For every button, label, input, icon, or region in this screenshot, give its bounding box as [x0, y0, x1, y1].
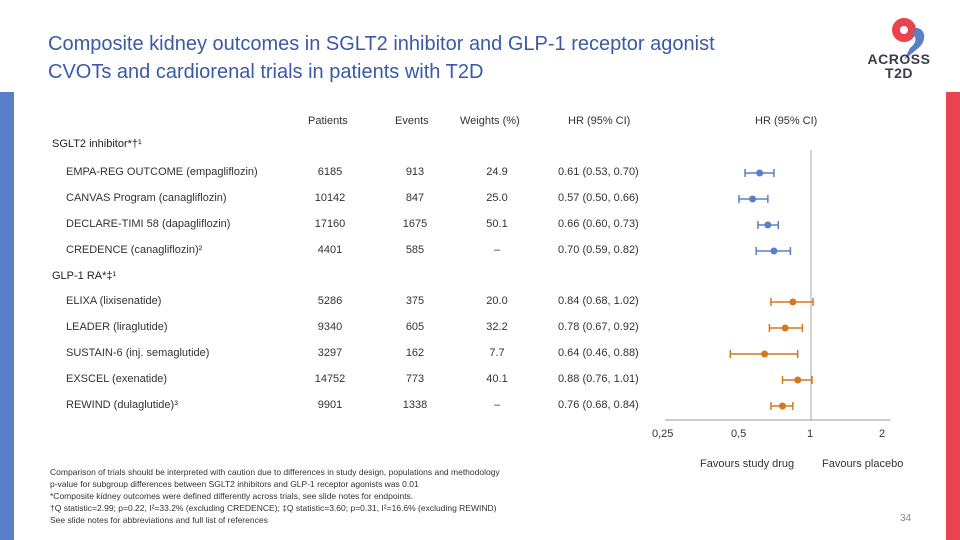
trial-weight: 7.7 — [489, 347, 505, 359]
trial-weight: 40.1 — [486, 373, 508, 385]
trial-hr-ci: 0.66 (0.60, 0.73) — [558, 218, 639, 230]
trial-name: SUSTAIN-6 (inj. semaglutide) — [66, 347, 210, 359]
footnote-line: Comparison of trials should be interpret… — [50, 467, 500, 477]
title-line-1: Composite kidney outcomes in SGLT2 inhib… — [48, 33, 715, 55]
trial-weight: 50.1 — [486, 218, 508, 230]
header-hr-ci: HR (95% CI) — [568, 115, 631, 127]
trial-patients: 9901 — [317, 399, 343, 411]
trial-weight: – — [493, 244, 501, 256]
hr-point — [794, 376, 802, 384]
trial-events: 162 — [405, 347, 425, 359]
trial-events: 773 — [405, 373, 425, 385]
trial-weight: – — [493, 399, 501, 411]
trial-events: 913 — [405, 166, 425, 178]
left-accent-bar — [0, 92, 14, 540]
x-tick-label: 0,5 — [731, 428, 747, 440]
header-patients: Patients — [308, 115, 348, 127]
footnote-line: †Q statistic=2.99; p=0.22, I²=33.2% (exc… — [50, 503, 497, 513]
footnotes: Comparison of trials should be interpret… — [50, 466, 670, 526]
hr-point — [761, 350, 769, 358]
trial-weight: 25.0 — [486, 192, 508, 204]
trial-name: DECLARE-TIMI 58 (dapagliflozin) — [66, 218, 231, 230]
trial-weight: 20.0 — [486, 295, 508, 307]
trial-name: ELIXA (lixisenatide) — [66, 295, 162, 307]
hr-point — [764, 221, 772, 229]
hr-point — [749, 195, 757, 203]
hr-point — [756, 169, 764, 177]
x-tick-label: 0,25 — [652, 428, 674, 440]
trial-hr-ci: 0.57 (0.50, 0.66) — [558, 192, 639, 204]
trial-hr-ci: 0.88 (0.76, 1.01) — [558, 373, 639, 385]
footnote-line: p-value for subgroup differences between… — [50, 479, 419, 489]
footnote-line: *Composite kidney outcomes were defined … — [50, 491, 414, 501]
footnote-line: See slide notes for abbreviations and fu… — [50, 515, 268, 525]
hr-point — [770, 247, 778, 255]
trial-name: REWIND (dulaglutide)³ — [66, 399, 178, 411]
trial-patients: 14752 — [314, 373, 346, 385]
trial-name: CREDENCE (canagliflozin)² — [66, 244, 203, 256]
trial-events: 375 — [405, 295, 425, 307]
group-label-glp1: GLP-1 RA*‡¹ — [52, 270, 117, 282]
trial-name: EXSCEL (exenatide) — [66, 373, 168, 385]
trial-hr-ci: 0.76 (0.68, 0.84) — [558, 399, 639, 411]
trial-patients: 9340 — [317, 321, 343, 333]
hr-point — [778, 402, 786, 410]
across-t2d-logo-icon — [892, 18, 925, 60]
trial-weight: 24.9 — [486, 166, 508, 178]
trial-patients: 17160 — [314, 218, 346, 230]
trial-patients: 6185 — [317, 166, 343, 178]
right-accent-bar — [946, 92, 960, 540]
trial-events: 847 — [405, 192, 425, 204]
page-number: 34 — [900, 513, 912, 524]
title-line-2: CVOTs and cardiorenal trials in patients… — [48, 61, 484, 83]
trial-events: 605 — [405, 321, 425, 333]
header-weights: Weights (%) — [460, 115, 520, 127]
logo-line-2: T2D — [885, 65, 913, 81]
trial-patients: 10142 — [314, 192, 346, 204]
trial-events: 1675 — [402, 218, 428, 230]
trial-hr-ci: 0.78 (0.67, 0.92) — [558, 321, 639, 333]
trial-patients: 4401 — [317, 244, 343, 256]
trial-patients: 3297 — [317, 347, 343, 359]
trial-events: 1338 — [402, 399, 428, 411]
header-hr-ci-plot: HR (95% CI) — [755, 115, 818, 127]
favours-study-drug-label: Favours study drug — [700, 458, 795, 470]
hr-point — [789, 298, 797, 306]
trial-patients: 5286 — [317, 295, 343, 307]
x-tick-label: 1 — [807, 428, 814, 440]
group-label-sglt2: SGLT2 inhibitor*†¹ — [52, 138, 142, 150]
logo-line-1: ACROSS — [867, 51, 931, 67]
trial-hr-ci: 0.70 (0.59, 0.82) — [558, 244, 639, 256]
trial-name: CANVAS Program (canagliflozin) — [66, 192, 227, 204]
header-events: Events — [395, 115, 429, 127]
trial-hr-ci: 0.61 (0.53, 0.70) — [558, 166, 639, 178]
favours-placebo-label: Favours placebo — [822, 458, 904, 470]
logo-text: ACROSS T2D — [866, 52, 932, 80]
trial-events: 585 — [405, 244, 425, 256]
trial-name: EMPA-REG OUTCOME (empagliflozin) — [66, 166, 258, 178]
trial-name: LEADER (liraglutide) — [66, 321, 168, 333]
slide-title: Composite kidney outcomes in SGLT2 inhib… — [48, 30, 848, 86]
trial-hr-ci: 0.84 (0.68, 1.02) — [558, 295, 639, 307]
trial-weight: 32.2 — [486, 321, 508, 333]
x-tick-label: 2 — [879, 428, 886, 440]
trial-hr-ci: 0.64 (0.46, 0.88) — [558, 347, 639, 359]
hr-point — [781, 324, 789, 332]
